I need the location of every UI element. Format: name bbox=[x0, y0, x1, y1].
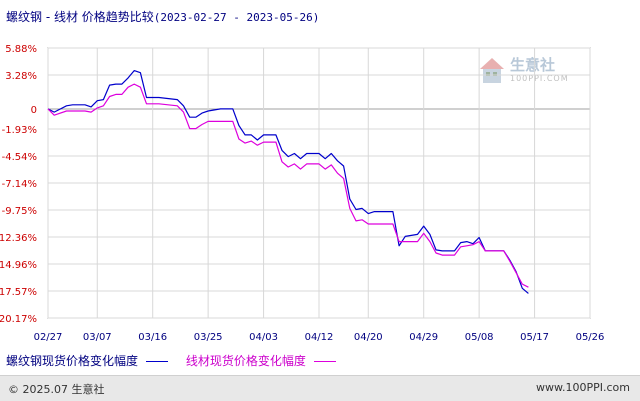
axis-layer: 5.88% 3.28% 0 -1.93% -4.54% -7.14% -9.75% -12.3… bbox=[0, 44, 604, 343]
series-layer bbox=[47, 69, 529, 294]
y-tick-label: -17.57% bbox=[0, 287, 37, 298]
x-tick-label: 04/20 bbox=[354, 332, 383, 343]
house-logo-icon bbox=[480, 58, 504, 83]
x-tick-label: 05/26 bbox=[576, 332, 605, 343]
legend-item-rebar: 螺纹钢现货价格变化幅度 bbox=[6, 352, 169, 369]
legend-label-wire: 线材现货价格变化幅度 bbox=[185, 354, 306, 368]
x-tick-label: 03/25 bbox=[194, 332, 223, 343]
legend-item-wire: 线材现货价格变化幅度 bbox=[186, 352, 336, 369]
y-tick-label: -1.93% bbox=[2, 125, 37, 136]
watermark-text: 生意社 bbox=[510, 56, 556, 74]
legend-swatch-wire bbox=[313, 361, 336, 362]
y-tick-label: -9.75% bbox=[2, 206, 37, 217]
legend-label-rebar: 螺纹钢现货价格变化幅度 bbox=[6, 354, 139, 368]
series-line-rebar bbox=[47, 69, 529, 294]
x-tick-label: 04/12 bbox=[305, 332, 334, 343]
y-tick-label: 0 bbox=[31, 105, 37, 116]
chart-date-range: (2023-02-27 - 2023-05-26) bbox=[153, 11, 320, 24]
y-tick-label: -7.14% bbox=[2, 179, 37, 190]
y-tick-label: 5.88% bbox=[5, 44, 37, 55]
grid-layer bbox=[47, 47, 591, 319]
footer-site-link[interactable]: www.100PPI.com bbox=[536, 381, 630, 394]
y-tick-label: -4.54% bbox=[2, 152, 37, 163]
x-tick-label: 04/29 bbox=[409, 332, 438, 343]
x-tick-label: 04/03 bbox=[249, 332, 278, 343]
footer: © 2025.07 生意社 www.100PPI.com bbox=[0, 375, 640, 401]
y-tick-label: -12.36% bbox=[0, 233, 37, 244]
watermark: 生意社 100PPI.COM bbox=[478, 54, 578, 88]
y-tick-label: -20.17% bbox=[0, 314, 37, 325]
chart-title: 螺纹钢 - 线材 价格趋势比较(2023-02-27 - 2023-05-26) bbox=[6, 8, 319, 25]
chart-title-text: 螺纹钢 - 线材 价格趋势比较 bbox=[6, 10, 154, 24]
x-tick-label: 05/08 bbox=[465, 332, 494, 343]
y-tick-label: 3.28% bbox=[5, 71, 37, 82]
watermark-sub: 100PPI.COM bbox=[510, 74, 569, 83]
y-tick-label: -14.96% bbox=[0, 260, 37, 271]
x-tick-label: 02/27 bbox=[34, 332, 63, 343]
x-tick-label: 03/07 bbox=[83, 332, 112, 343]
x-tick-label: 03/16 bbox=[138, 332, 167, 343]
footer-copyright: © 2025.07 生意社 bbox=[8, 383, 105, 396]
legend-swatch-rebar bbox=[146, 361, 169, 362]
series-line-wire bbox=[47, 83, 529, 288]
x-tick-label: 05/17 bbox=[520, 332, 549, 343]
legend: 螺纹钢现货价格变化幅度 线材现货价格变化幅度 bbox=[6, 352, 350, 369]
